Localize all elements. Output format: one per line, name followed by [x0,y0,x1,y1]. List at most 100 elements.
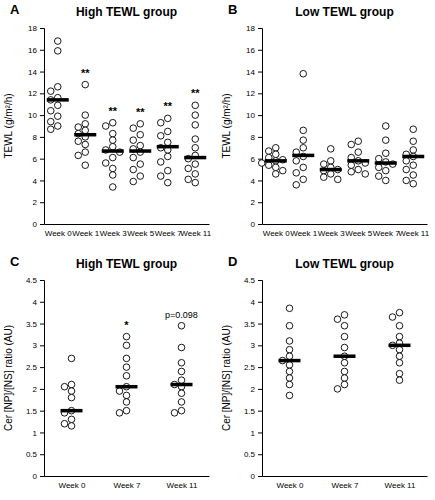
tick-mark [40,389,44,390]
point [75,152,82,159]
point [396,322,403,329]
point [123,364,130,371]
tick-mark [40,367,44,368]
point [192,136,199,143]
point [389,314,396,321]
point [272,164,279,171]
median-bar [334,354,356,358]
tick: 4 [33,298,44,307]
point [382,150,389,157]
point [164,115,171,122]
point [102,123,109,130]
point [293,182,300,189]
tick-mark [40,50,44,51]
tick: Week 7 [155,224,183,238]
x-axis: Week 0Week 1Week 3Week 5Week 7Week 11 [263,224,430,238]
tick-mark [258,180,262,181]
point [123,399,130,406]
median-bar [347,159,369,163]
point [185,165,192,172]
tick: 18 [28,24,44,33]
point [164,167,171,174]
tick-label: 1.5 [244,407,256,416]
panel-label: D [228,254,237,269]
point [286,362,293,369]
tick: Week 7 [114,476,142,490]
point [68,381,75,388]
tick-label: Week 11 [180,229,211,238]
annotation: ** [163,100,172,112]
median-bar [157,145,179,149]
point [68,416,75,423]
point [47,88,54,95]
point [355,166,362,173]
point [382,123,389,130]
tick-label: 10 [246,111,255,120]
tick-mark [40,159,44,160]
point [410,126,417,133]
point [320,174,327,181]
tick-label: 1.5 [26,407,38,416]
tick: Week 11 [398,224,429,238]
tick-label: Week 3 [318,229,346,238]
tick-label: Week 0 [45,229,73,238]
tick: Week 5 [127,224,155,238]
point [123,342,130,349]
panel-label: A [10,2,20,17]
tick: 3.5 [26,320,44,329]
point [410,147,417,154]
tick: 16 [28,46,44,55]
point [300,176,307,183]
tick: 4 [33,177,44,186]
y-axis-title: TEWL (g/m²/h) [221,93,232,158]
tick-label: 18 [246,24,255,33]
tick-mark [258,432,262,433]
tick-label: Week 11 [398,229,429,238]
axis-line [258,29,263,225]
tick: Week 0 [45,224,73,238]
tick: Week 1 [290,224,318,238]
tick-mark [40,280,44,281]
tick: 0.5 [244,450,262,459]
y-axis: 024681012141618 [246,24,262,229]
point [286,375,293,382]
point [109,143,116,150]
point [123,407,130,414]
figure: AHigh TEWL group024681012141618Week 0Wee… [0,0,435,500]
point [164,139,171,146]
tick: Week 7 [332,476,360,490]
point [178,377,185,384]
point [341,333,348,340]
tick: 12 [28,89,44,98]
tick: 3 [251,341,262,350]
point [123,392,130,399]
point [410,162,417,169]
tick-label: 0 [251,472,256,481]
tick-mark [258,72,262,73]
point [185,176,192,183]
y-axis: 024681012141618 [28,24,44,229]
tick: 4.5 [244,276,262,285]
annotation: * [124,319,129,331]
point [396,353,403,360]
point [396,370,403,377]
tick-label: 3 [33,341,38,350]
tick-label: 2 [251,198,256,207]
tick-mark [258,93,262,94]
median-bar [74,133,96,137]
point [382,167,389,174]
point [410,138,417,145]
point [293,170,300,177]
tick-mark [258,115,262,116]
tick-label: 16 [246,46,255,55]
point [157,159,164,166]
tick-label: 12 [246,89,255,98]
tick: 14 [246,68,262,77]
x-axis: Week 0Week 7Week 11 [263,476,428,490]
point [82,112,89,119]
title: High TEWL group [76,5,177,19]
marks [258,70,424,188]
median-bar [320,168,342,172]
point [410,172,417,179]
tick: 4.5 [26,276,44,285]
